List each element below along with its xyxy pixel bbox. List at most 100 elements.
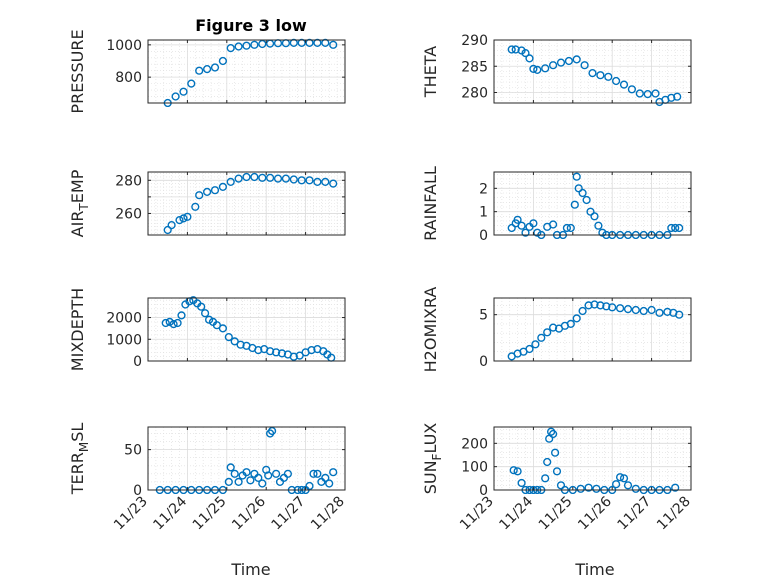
data-point bbox=[313, 177, 322, 187]
data-point bbox=[521, 228, 530, 237]
data-point bbox=[321, 473, 330, 483]
data-point bbox=[651, 89, 660, 98]
data-point bbox=[635, 89, 644, 98]
data-point bbox=[566, 319, 575, 329]
data-point bbox=[201, 309, 210, 318]
data-point bbox=[647, 305, 656, 315]
data-markers bbox=[509, 427, 680, 494]
data-point bbox=[313, 469, 322, 478]
plot-background bbox=[494, 172, 691, 235]
plot-background bbox=[494, 427, 691, 490]
data-point bbox=[671, 223, 680, 233]
x-tick-label: 11/27 bbox=[269, 494, 309, 534]
data-point bbox=[289, 352, 298, 361]
data-point bbox=[289, 175, 298, 184]
data-point bbox=[258, 479, 267, 488]
data-point bbox=[171, 92, 180, 101]
data-markers bbox=[161, 296, 336, 362]
data-point bbox=[218, 324, 228, 333]
data-point bbox=[572, 55, 581, 64]
subplot-air-temp: 260 280 AIRTEMP bbox=[68, 169, 346, 237]
data-point bbox=[250, 40, 259, 49]
axes-box bbox=[493, 171, 692, 236]
subplot-terr-msl: 0 50 11/23 11/24 11/25 11/26 11/27 11/28 TERRMSL bbox=[68, 423, 348, 534]
data-point bbox=[623, 305, 633, 314]
x-tick-label: 11/26 bbox=[229, 493, 269, 533]
data-point bbox=[525, 54, 534, 63]
data-point bbox=[272, 348, 281, 357]
data-point bbox=[161, 318, 170, 328]
data-point bbox=[556, 481, 566, 490]
data-point bbox=[283, 469, 293, 478]
subplot-h2omixra: 0 5 H2OMIXRA bbox=[421, 287, 692, 373]
data-point bbox=[325, 479, 334, 488]
data-point bbox=[297, 176, 306, 185]
data-point bbox=[548, 323, 558, 332]
data-point bbox=[509, 466, 518, 475]
y-tick-label: 200 bbox=[461, 436, 488, 452]
y-tick-label: 100 bbox=[461, 460, 488, 476]
data-point bbox=[673, 92, 682, 101]
data-point bbox=[242, 468, 251, 477]
data-point bbox=[507, 223, 516, 233]
subplot-mixdepth: 0 1000 2000 MIXDEPTH bbox=[68, 288, 346, 371]
data-point bbox=[608, 303, 617, 312]
x-tick-label: 11/26 bbox=[575, 493, 615, 533]
data-point bbox=[543, 457, 552, 467]
data-point bbox=[234, 42, 243, 51]
data-point bbox=[224, 477, 233, 487]
y-axis-label: PRESSURE bbox=[68, 29, 87, 113]
data-point bbox=[295, 351, 304, 360]
data-point bbox=[210, 63, 220, 72]
data-point bbox=[268, 426, 277, 436]
y-tick-label: 0 bbox=[479, 483, 488, 499]
data-point bbox=[254, 346, 263, 355]
data-point bbox=[309, 469, 318, 478]
data-point bbox=[179, 87, 188, 96]
plot-background bbox=[148, 172, 345, 235]
data-point bbox=[588, 68, 597, 78]
data-point bbox=[329, 468, 338, 477]
data-point bbox=[531, 340, 540, 349]
subplot-sun-flux: 0 100 200 11/23 11/24 11/25 11/26 11/27 11/28 SUN… bbox=[421, 423, 694, 534]
y-tick-label: 0 bbox=[479, 354, 488, 370]
data-point bbox=[627, 85, 637, 94]
data-markers bbox=[507, 300, 684, 361]
data-point bbox=[212, 321, 222, 330]
y-tick-label: 2000 bbox=[106, 311, 142, 327]
y-tick-label: 800 bbox=[115, 70, 142, 86]
x-axis-label-right: Time bbox=[574, 560, 614, 579]
axes-box bbox=[493, 297, 692, 362]
y-tick-label: 290 bbox=[461, 33, 488, 49]
data-point bbox=[594, 221, 603, 230]
x-tick-label: 11/28 bbox=[654, 494, 694, 534]
data-point bbox=[564, 56, 574, 66]
data-point bbox=[305, 176, 314, 185]
y-tick-label: 1000 bbox=[106, 332, 142, 348]
data-point bbox=[163, 225, 172, 235]
y-tick-label: 280 bbox=[115, 173, 142, 189]
data-point bbox=[226, 177, 235, 187]
data-point bbox=[177, 311, 186, 320]
data-point bbox=[250, 172, 259, 182]
data-point bbox=[590, 300, 599, 309]
data-point bbox=[281, 174, 291, 183]
data-point bbox=[167, 221, 176, 230]
data-point bbox=[210, 186, 220, 195]
y-axis-label: H2OMIXRA bbox=[421, 287, 440, 373]
y-tick-label: 5 bbox=[479, 308, 488, 324]
data-point bbox=[305, 481, 314, 491]
data-point bbox=[592, 484, 601, 493]
y-tick-label: 1000 bbox=[106, 38, 142, 54]
data-point bbox=[307, 346, 316, 355]
data-point bbox=[639, 306, 648, 316]
data-point bbox=[623, 481, 633, 490]
data-point bbox=[562, 223, 572, 233]
data-point bbox=[619, 80, 629, 89]
data-point bbox=[533, 65, 542, 75]
data-point bbox=[584, 301, 593, 310]
data-point bbox=[572, 172, 581, 181]
axes-box bbox=[147, 39, 346, 104]
axes-box bbox=[147, 297, 346, 362]
x-tick-label: 11/25 bbox=[536, 494, 576, 534]
